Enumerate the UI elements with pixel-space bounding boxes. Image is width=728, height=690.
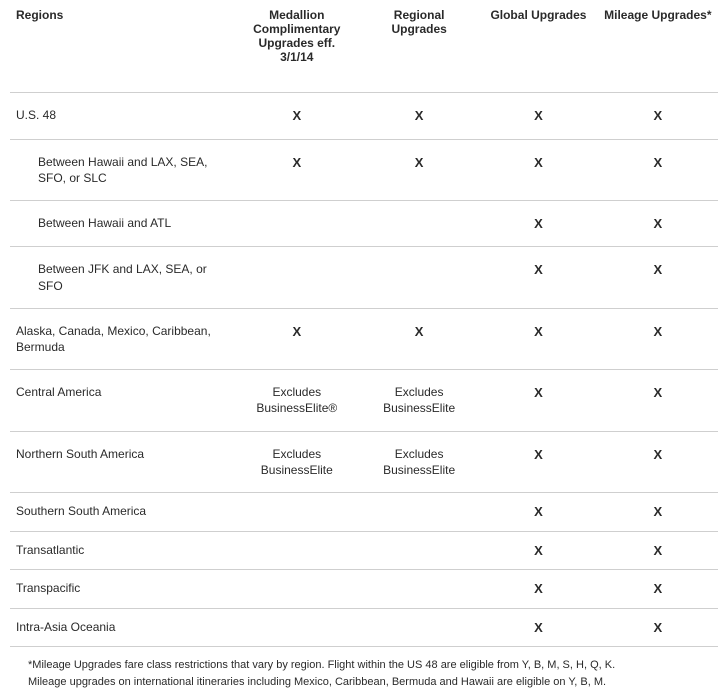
table-row: Transpacific XX (10, 570, 718, 609)
cell (359, 570, 479, 609)
footnote-line: *Mileage Upgrades fare class restriction… (28, 657, 708, 674)
table-body: U.S. 48XXXXBetween Hawaii and LAX, SEA, … (10, 93, 718, 647)
cell (235, 531, 359, 570)
cell: X (479, 308, 597, 369)
table-row: Transatlantic XX (10, 531, 718, 570)
row-label: Southern South America (10, 492, 235, 531)
row-label: Northern South America (10, 431, 235, 492)
cell: X (359, 139, 479, 200)
cell: X (479, 431, 597, 492)
cell: X (359, 93, 479, 140)
cell: X (235, 308, 359, 369)
cell (359, 200, 479, 247)
table-row: Central AmericaExcludes BusinessElite®Ex… (10, 370, 718, 431)
cell: X (479, 492, 597, 531)
cell (235, 608, 359, 647)
cell: Excludes BusinessElite® (235, 370, 359, 431)
table-head: Regions Medallion Complimentary Upgrades… (10, 0, 718, 93)
row-label: Between Hawaii and ATL (10, 200, 235, 247)
cell: Excludes BusinessElite (359, 431, 479, 492)
cell (235, 200, 359, 247)
col-header-regional: Regional Upgrades (359, 0, 479, 93)
row-label: U.S. 48 (10, 93, 235, 140)
cell: X (598, 570, 718, 609)
cell (235, 492, 359, 531)
row-label: Central America (10, 370, 235, 431)
table-row: Between Hawaii and ATL XX (10, 200, 718, 247)
cell: X (479, 370, 597, 431)
cell (359, 531, 479, 570)
cell (359, 492, 479, 531)
cell: X (479, 200, 597, 247)
row-label: Between JFK and LAX, SEA, or SFO (10, 247, 235, 308)
cell: X (598, 608, 718, 647)
cell: X (598, 139, 718, 200)
row-label: Intra-Asia Oceania (10, 608, 235, 647)
cell: X (598, 431, 718, 492)
row-label: Transatlantic (10, 531, 235, 570)
table-row: U.S. 48XXXX (10, 93, 718, 140)
footnote-line: Mileage upgrades on international itiner… (28, 674, 708, 690)
cell: X (479, 531, 597, 570)
table-row: Southern South America XX (10, 492, 718, 531)
cell: X (479, 608, 597, 647)
row-label: Transpacific (10, 570, 235, 609)
col-header-mileage: Mileage Upgrades* (598, 0, 718, 93)
cell: X (598, 93, 718, 140)
cell (235, 247, 359, 308)
cell (235, 570, 359, 609)
table-row: Intra-Asia Oceania XX (10, 608, 718, 647)
row-label: Alaska, Canada, Mexico, Caribbean, Bermu… (10, 308, 235, 369)
cell: X (235, 139, 359, 200)
cell (359, 247, 479, 308)
cell: Excludes BusinessElite (359, 370, 479, 431)
cell: Excludes BusinessElite (235, 431, 359, 492)
row-label: Between Hawaii and LAX, SEA, SFO, or SLC (10, 139, 235, 200)
col-header-medallion: Medallion Complimentary Upgrades eff. 3/… (235, 0, 359, 93)
cell (359, 608, 479, 647)
table-row: Alaska, Canada, Mexico, Caribbean, Bermu… (10, 308, 718, 369)
col-header-global: Global Upgrades (479, 0, 597, 93)
cell: X (598, 492, 718, 531)
cell: X (479, 93, 597, 140)
table-row: Northern South AmericaExcludes BusinessE… (10, 431, 718, 492)
cell: X (598, 200, 718, 247)
cell: X (479, 247, 597, 308)
cell: X (598, 247, 718, 308)
cell: X (598, 531, 718, 570)
cell: X (479, 570, 597, 609)
table-row: Between Hawaii and LAX, SEA, SFO, or SLC… (10, 139, 718, 200)
table-row: Between JFK and LAX, SEA, or SFO XX (10, 247, 718, 308)
cell: X (235, 93, 359, 140)
upgrades-table: Regions Medallion Complimentary Upgrades… (10, 0, 718, 647)
table-container: Regions Medallion Complimentary Upgrades… (0, 0, 728, 690)
col-header-regions: Regions (10, 0, 235, 93)
cell: X (598, 308, 718, 369)
cell: X (479, 139, 597, 200)
footnote: *Mileage Upgrades fare class restriction… (10, 647, 718, 690)
cell: X (598, 370, 718, 431)
cell: X (359, 308, 479, 369)
